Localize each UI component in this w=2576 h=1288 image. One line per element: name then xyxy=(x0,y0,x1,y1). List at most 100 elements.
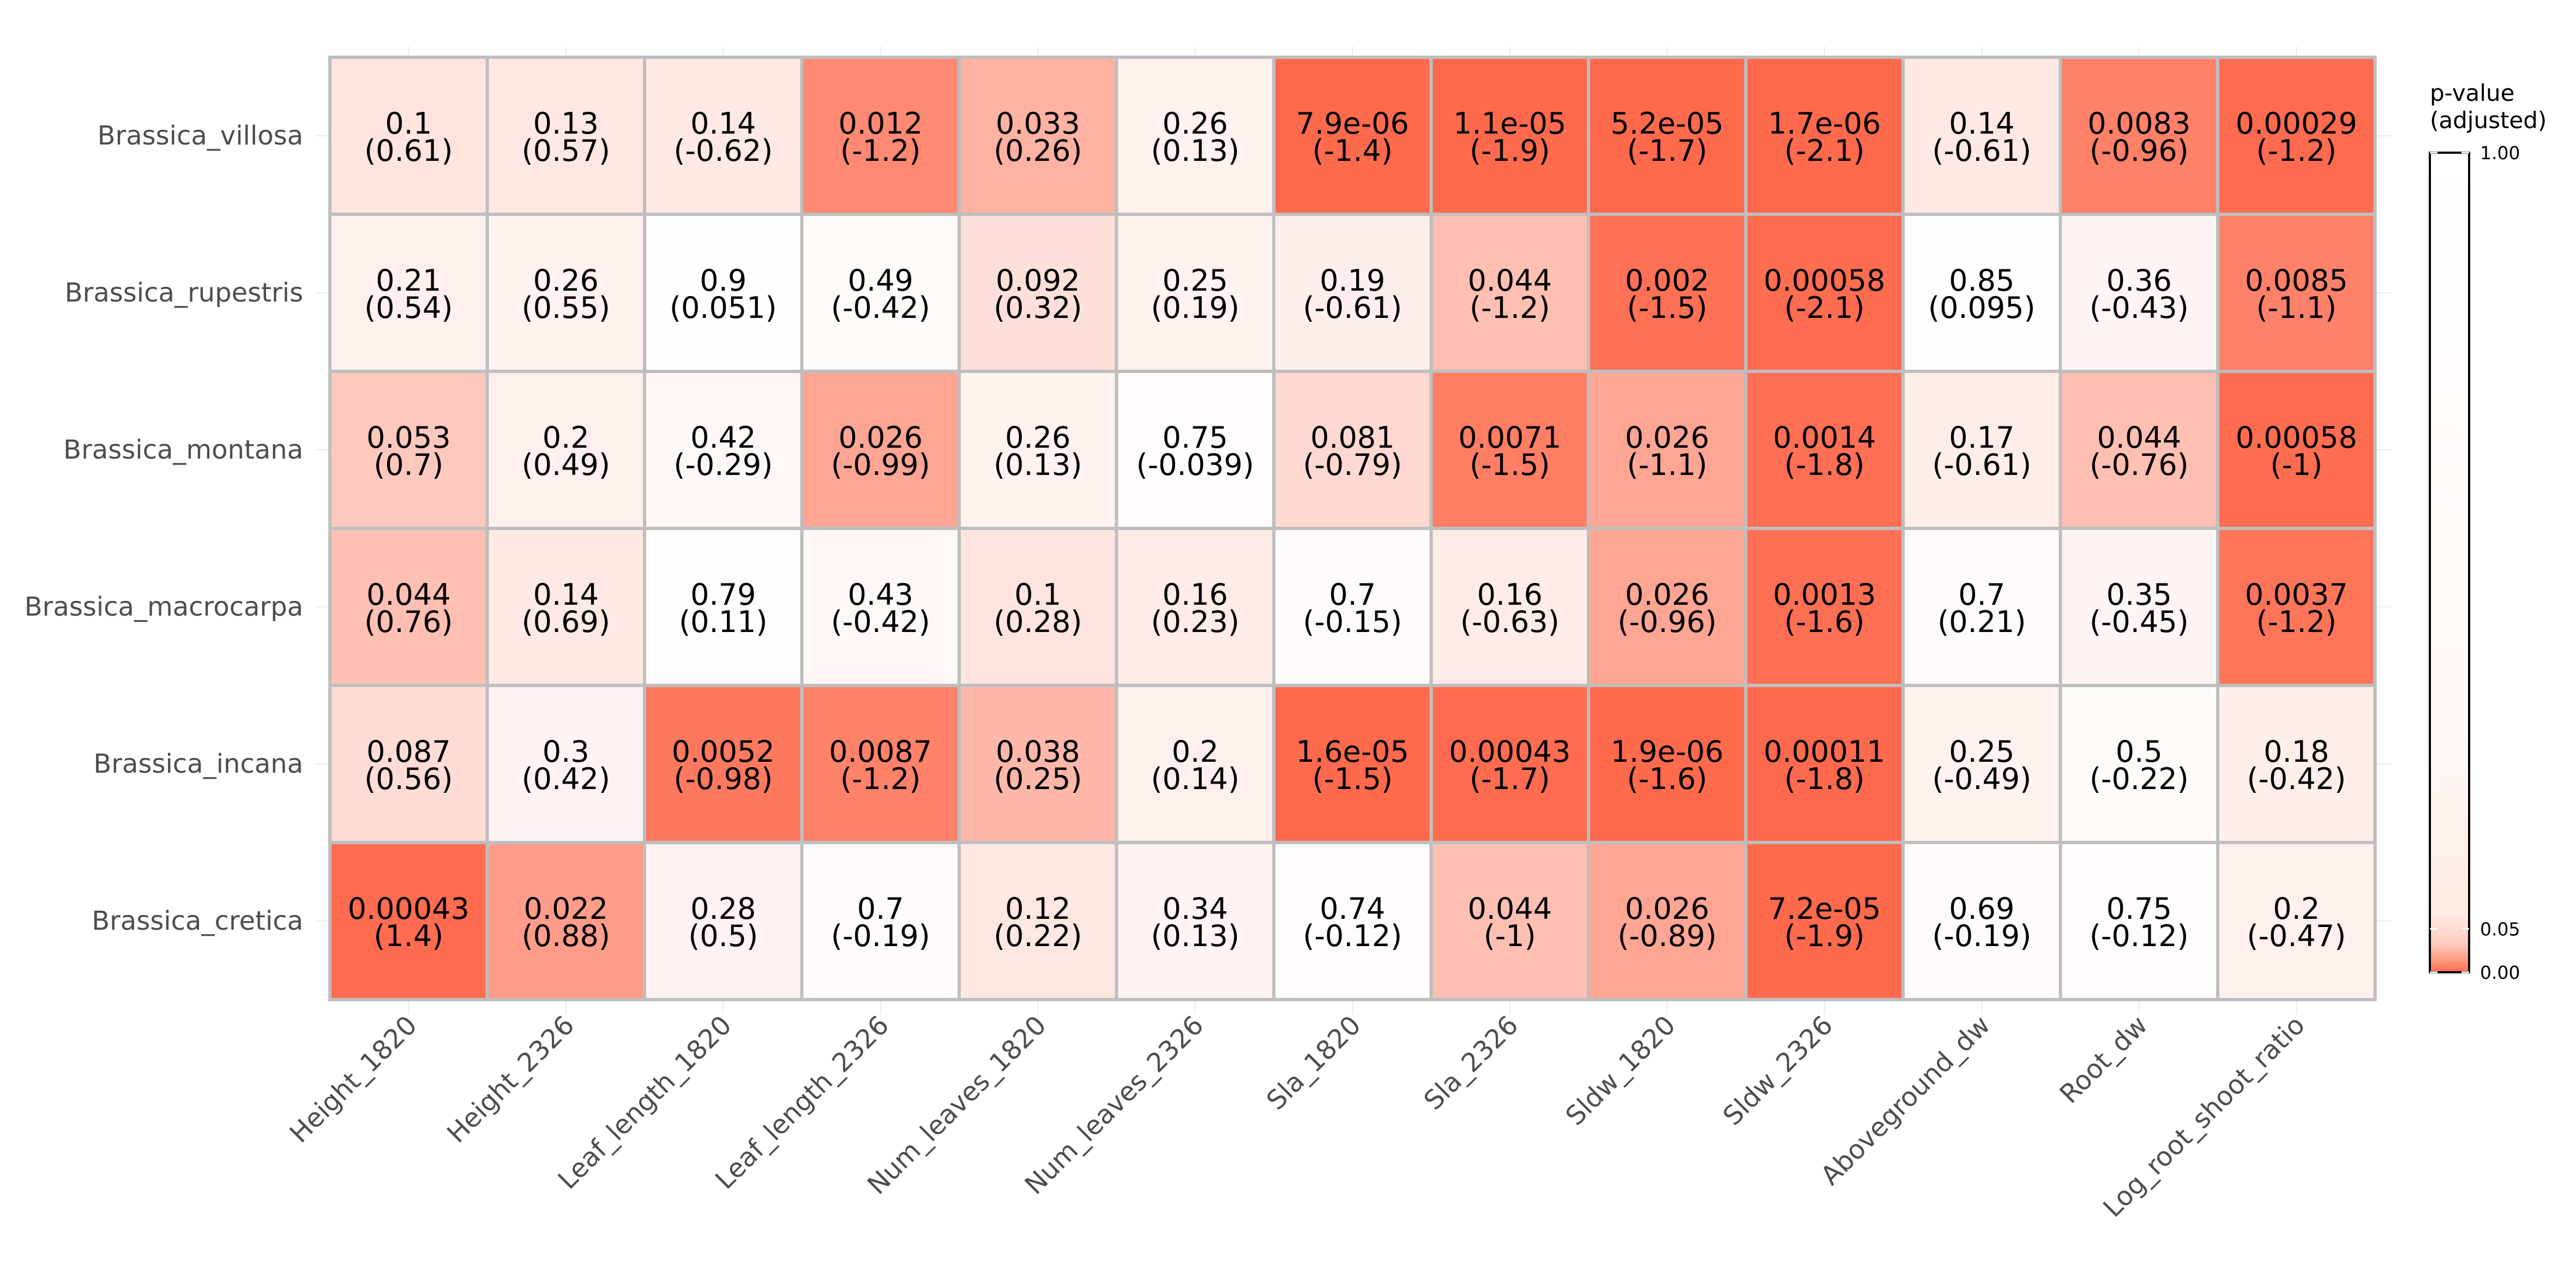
cell-p-value-label: 0.026 xyxy=(1625,892,1710,926)
cell-effect-label: (0.54) xyxy=(364,291,453,325)
cell-effect-label: (-0.61) xyxy=(1303,291,1402,325)
heatmap-cell xyxy=(643,684,804,844)
cell-p-value-label: 0.00058 xyxy=(1764,263,1885,298)
cell-effect-label: (0.22) xyxy=(994,919,1082,953)
cell-effect-label: (-0.45) xyxy=(2090,605,2189,639)
heatmap-cell xyxy=(1115,370,1275,530)
heatmap-cell xyxy=(1429,841,1590,1001)
cell-p-value-label: 0.43 xyxy=(848,577,913,612)
heatmap-cell-labels: 0.1(0.61)0.13(0.57)0.14(-0.62)0.012(-1.2… xyxy=(348,106,2357,953)
cell-p-value-label: 0.26 xyxy=(1005,420,1070,455)
y-tick-label: Brassica_cretica xyxy=(92,906,303,936)
cell-effect-label: (-0.61) xyxy=(1932,448,2031,482)
cell-p-value-label: 7.2e-05 xyxy=(1768,892,1881,926)
cell-p-value-label: 0.36 xyxy=(2106,263,2172,298)
cell-p-value-label: 0.7 xyxy=(1958,577,2005,612)
cell-p-value-label: 0.0037 xyxy=(2245,577,2348,612)
heatmap-cell xyxy=(1587,527,1748,687)
cell-p-value-label: 0.21 xyxy=(376,263,441,298)
x-tick-label: Leaf_length_2326 xyxy=(709,1010,895,1195)
cell-effect-label: (0.13) xyxy=(1151,919,1239,953)
x-tick-label: Num_leaves_2326 xyxy=(1019,1010,1210,1201)
cell-p-value-label: 0.00043 xyxy=(1449,735,1570,769)
cell-effect-label: (-0.96) xyxy=(1617,605,1717,639)
cell-effect-label: (-0.039) xyxy=(1136,448,1254,482)
cell-effect-label: (-1) xyxy=(2270,448,2322,482)
cell-effect-label: (-1.4) xyxy=(1313,134,1393,168)
heatmap-cell xyxy=(958,213,1118,373)
heatmap-cell xyxy=(2216,841,2377,1001)
x-tick-label: Num_leaves_1820 xyxy=(862,1010,1052,1201)
cell-effect-label: (-1) xyxy=(1484,919,1536,953)
cell-p-value-label: 0.35 xyxy=(2106,577,2172,612)
heatmap-cell xyxy=(485,56,646,216)
cell-effect-label: (-1.7) xyxy=(1627,134,1708,168)
cell-effect-label: (0.5) xyxy=(688,919,758,953)
cell-p-value-label: 0.00058 xyxy=(2236,420,2357,455)
x-tick-label: Height_1820 xyxy=(284,1010,423,1149)
cell-p-value-label: 0.038 xyxy=(996,735,1080,769)
heatmap-cell xyxy=(643,527,804,687)
heatmap-cell xyxy=(958,527,1118,687)
cell-p-value-label: 0.26 xyxy=(1163,106,1228,141)
cell-p-value-label: 0.044 xyxy=(2097,420,2181,455)
cell-p-value-label: 0.044 xyxy=(1467,892,1552,926)
heatmap-cell xyxy=(1272,841,1433,1001)
legend-color-bar xyxy=(2429,152,2470,973)
cell-p-value-label: 0.49 xyxy=(848,263,913,298)
cell-effect-label: (-1.5) xyxy=(1470,448,1550,482)
heatmap-cell xyxy=(485,213,646,373)
cell-effect-label: (-1.2) xyxy=(840,134,921,168)
cell-effect-label: (-0.89) xyxy=(1617,919,1717,953)
cell-p-value-label: 0.00029 xyxy=(2236,106,2357,141)
cell-p-value-label: 0.25 xyxy=(1949,735,2014,769)
cell-p-value-label: 0.012 xyxy=(838,106,923,141)
heatmap-cells xyxy=(328,56,2377,1001)
x-tick-label: Aboveground_dw xyxy=(1815,1010,1996,1191)
cell-effect-label: (-1.2) xyxy=(2256,605,2337,639)
cell-p-value-label: 0.17 xyxy=(1949,420,2014,455)
cell-p-value-label: 0.026 xyxy=(838,420,923,455)
cell-effect-label: (-1.5) xyxy=(1627,291,1708,325)
cell-effect-label: (0.23) xyxy=(1151,605,1239,639)
cell-effect-label: (-1.8) xyxy=(1784,762,1865,796)
cell-effect-label: (-0.99) xyxy=(831,448,930,482)
heatmap-cell xyxy=(328,213,489,373)
legend-tick-label: 0.05 xyxy=(2480,918,2520,940)
heatmap-cell xyxy=(1429,213,1590,373)
heatmap-cell xyxy=(1901,213,2062,373)
cell-effect-label: (-0.76) xyxy=(2090,448,2189,482)
heatmap-cell xyxy=(2216,684,2377,844)
cell-effect-label: (0.25) xyxy=(994,762,1082,796)
heatmap-cell xyxy=(1901,684,2062,844)
cell-effect-label: (-1.1) xyxy=(2256,291,2337,325)
cell-effect-label: (-1.9) xyxy=(1784,919,1865,953)
legend-tick-label: 0.00 xyxy=(2480,962,2520,983)
heatmap-cell xyxy=(1272,370,1433,530)
legend-ticks: 1.00 0.05 0.00 xyxy=(2430,142,2520,983)
cell-effect-label: (-0.42) xyxy=(2247,762,2346,796)
heatmap-cell xyxy=(328,56,489,216)
heatmap-cell xyxy=(1429,56,1590,216)
legend-tick-label: 1.00 xyxy=(2480,142,2520,164)
cell-p-value-label: 0.85 xyxy=(1949,263,2014,298)
cell-p-value-label: 0.1 xyxy=(1014,577,1061,612)
cell-p-value-label: 0.2 xyxy=(2273,892,2320,926)
cell-p-value-label: 0.0013 xyxy=(1773,577,1876,612)
cell-effect-label: (-0.15) xyxy=(1303,605,1402,639)
cell-p-value-label: 0.044 xyxy=(366,577,451,612)
x-axis-labels: Height_1820 Height_2326Leaf_length_1820Le… xyxy=(284,1010,2311,1223)
cell-effect-label: (-2.1) xyxy=(1784,134,1865,168)
heatmap-cell xyxy=(1744,56,1905,216)
cell-effect-label: (-0.61) xyxy=(1932,134,2031,168)
heatmap-cell xyxy=(2216,527,2377,687)
cell-p-value-label: 0.2 xyxy=(1172,735,1219,769)
cell-p-value-label: 0.75 xyxy=(2106,892,2172,926)
cell-effect-label: (0.57) xyxy=(522,134,610,168)
cell-p-value-label: 0.14 xyxy=(1949,106,2014,141)
cell-effect-label: (-1.2) xyxy=(1470,291,1550,325)
heatmap-cell xyxy=(485,370,646,530)
heatmap-cell xyxy=(1901,370,2062,530)
cell-p-value-label: 0.0052 xyxy=(672,735,775,769)
